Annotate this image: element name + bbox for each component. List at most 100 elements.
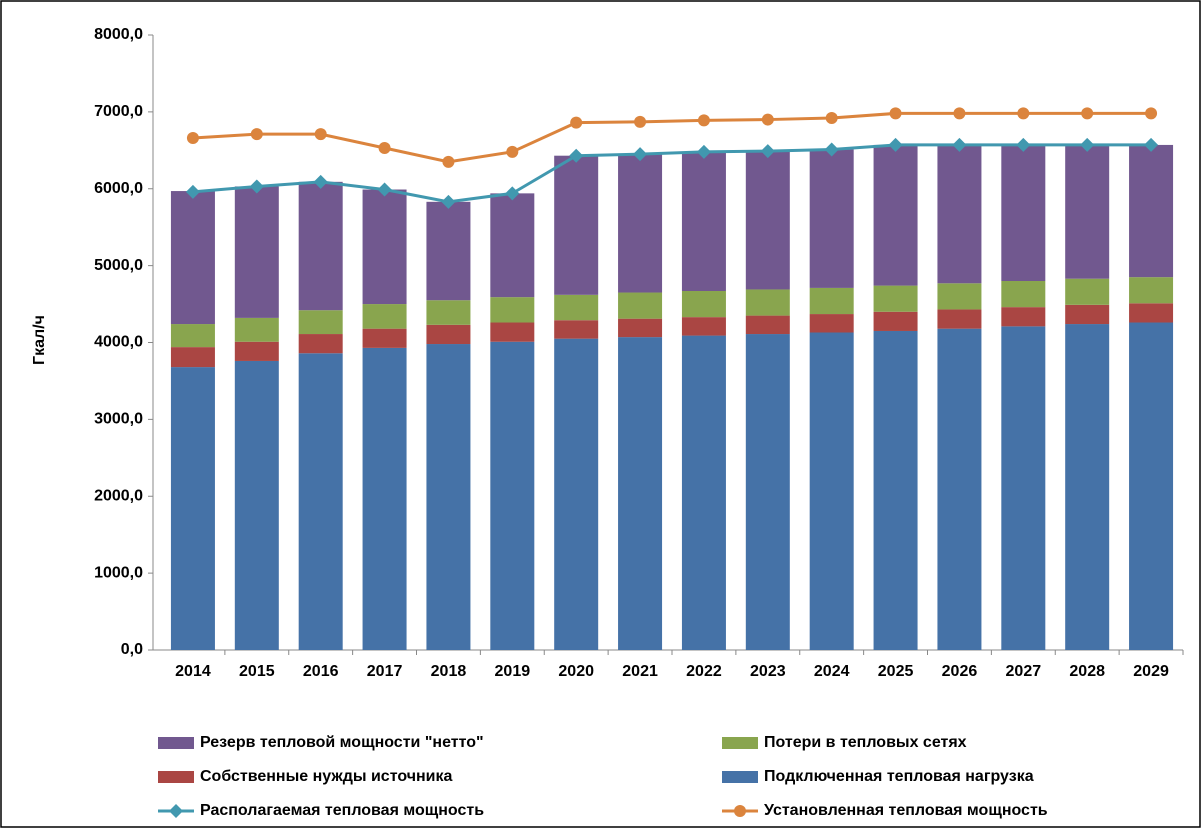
bar	[618, 337, 663, 650]
legend-label: Резерв тепловой мощности "нетто"	[200, 734, 484, 751]
x-tick-label: 2024	[814, 663, 850, 680]
x-tick-label: 2025	[878, 663, 914, 680]
x-tick-label: 2015	[239, 663, 275, 680]
marker	[249, 179, 264, 194]
bar	[745, 334, 790, 650]
marker	[505, 186, 520, 201]
y-tick-label: 1000,0	[94, 564, 143, 581]
x-tick-label: 2016	[303, 663, 339, 680]
bar	[298, 353, 343, 650]
marker	[761, 113, 774, 126]
bar	[809, 332, 854, 650]
legend-label: Потери в тепловых сетях	[764, 734, 967, 751]
bar	[1129, 303, 1174, 323]
legend-label: Подключенная тепловая нагрузка	[764, 768, 1034, 785]
bar	[426, 344, 471, 650]
legend-swatch	[722, 737, 758, 749]
y-tick-label: 6000,0	[94, 180, 143, 197]
x-tick-label: 2022	[686, 663, 722, 680]
bar	[809, 314, 854, 333]
x-tick-label: 2020	[558, 663, 594, 680]
marker	[1080, 137, 1095, 152]
bar	[681, 151, 726, 291]
marker	[1144, 137, 1159, 152]
bar	[298, 334, 343, 354]
bar	[1065, 324, 1110, 650]
x-tick-label: 2021	[622, 663, 658, 680]
bar	[554, 294, 599, 321]
bar	[426, 201, 471, 301]
bar	[745, 151, 790, 290]
marker	[250, 128, 263, 141]
bar	[745, 315, 790, 335]
marker	[1145, 107, 1158, 120]
bar	[170, 191, 215, 325]
bar	[1001, 326, 1046, 650]
bar	[170, 324, 215, 348]
marker	[442, 155, 455, 168]
y-tick-label: 0,0	[121, 641, 143, 658]
legend-label: Располагаемая тепловая мощность	[200, 802, 484, 819]
bar	[681, 335, 726, 650]
bar	[170, 347, 215, 368]
marker	[1016, 137, 1031, 152]
marker	[633, 147, 648, 162]
marker	[825, 112, 838, 125]
bar	[809, 149, 854, 288]
legend-swatch	[158, 771, 194, 783]
legend-swatch	[158, 737, 194, 749]
bar	[618, 292, 663, 319]
x-tick-label: 2029	[1133, 663, 1169, 680]
marker	[314, 128, 327, 141]
y-tick-label: 8000,0	[94, 26, 143, 43]
marker	[888, 137, 903, 152]
bar	[1129, 322, 1174, 650]
x-tick-label: 2017	[367, 663, 403, 680]
y-tick-label: 7000,0	[94, 103, 143, 120]
bar	[490, 341, 535, 650]
legend-label: Собственные нужды источника	[200, 768, 452, 785]
marker	[824, 142, 839, 157]
bar	[1129, 144, 1174, 278]
marker	[1081, 107, 1094, 120]
bar	[490, 322, 535, 342]
bar	[170, 367, 215, 650]
bar	[362, 304, 407, 329]
marker	[696, 144, 711, 159]
legend-marker	[734, 805, 746, 817]
marker	[441, 194, 456, 209]
marker	[1017, 107, 1030, 120]
bar	[937, 283, 982, 310]
y-tick-label: 2000,0	[94, 487, 143, 504]
legend-swatch	[722, 771, 758, 783]
x-tick-label: 2026	[942, 663, 978, 680]
bar	[745, 289, 790, 316]
bar	[809, 287, 854, 315]
bar	[937, 309, 982, 329]
bar	[618, 154, 663, 293]
marker	[697, 114, 710, 127]
marker	[313, 174, 328, 189]
bar	[873, 330, 918, 650]
bar	[490, 297, 535, 323]
y-tick-label: 4000,0	[94, 334, 143, 351]
bar	[554, 155, 599, 295]
line	[192, 111, 1152, 164]
marker	[569, 148, 584, 163]
bar	[1129, 277, 1174, 304]
x-tick-label: 2023	[750, 663, 786, 680]
bar	[234, 341, 279, 361]
bar	[681, 290, 726, 318]
legend-label: Установленная тепловая мощность	[764, 802, 1048, 819]
marker	[186, 132, 199, 145]
y-tick-label: 3000,0	[94, 411, 143, 428]
bar	[681, 317, 726, 336]
x-tick-label: 2027	[1006, 663, 1042, 680]
marker	[570, 116, 583, 129]
bar	[234, 317, 279, 342]
bar	[362, 347, 407, 650]
bar	[426, 300, 471, 325]
bar	[1001, 144, 1046, 281]
bar	[1065, 304, 1110, 325]
bar	[362, 328, 407, 348]
